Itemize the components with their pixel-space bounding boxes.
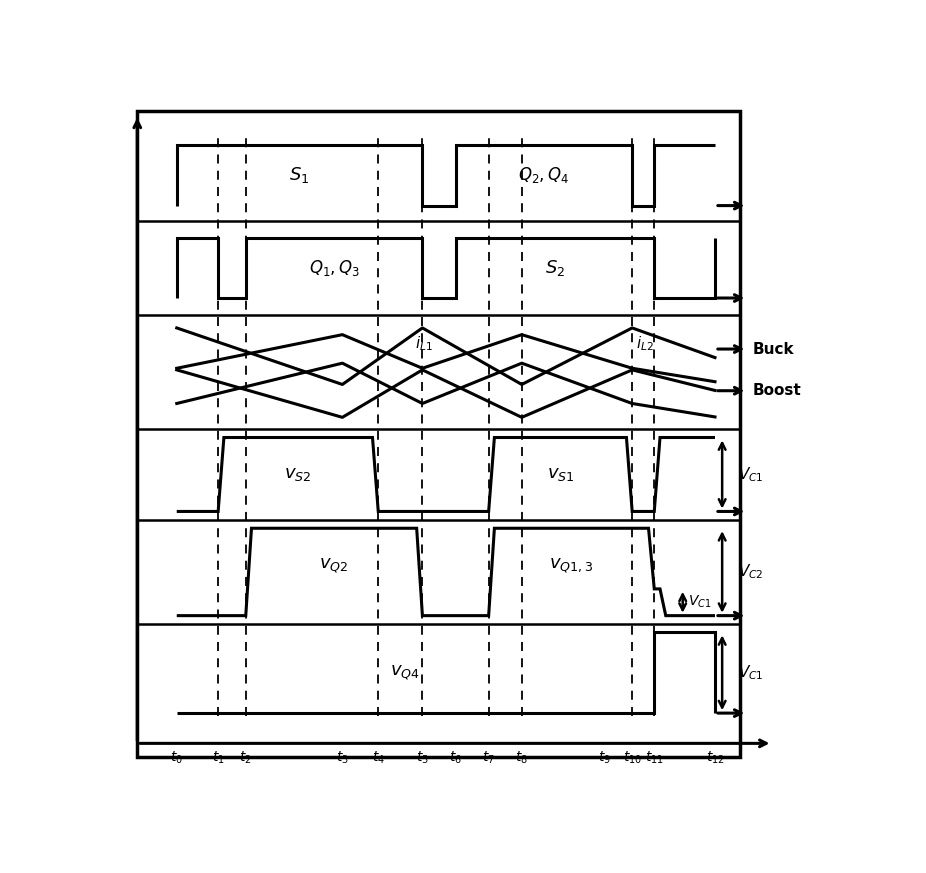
Text: $t_6$: $t_6$ [449,750,462,766]
Text: $t_9$: $t_9$ [598,750,611,766]
Bar [137,112,740,757]
Text: $t_{12}$: $t_{12}$ [706,750,724,766]
Text: $t_5$: $t_5$ [416,750,429,766]
Text: $i_{L2}$: $i_{L2}$ [636,334,654,354]
Text: Boost: Boost [753,383,802,398]
Text: $S_2$: $S_2$ [544,258,565,278]
Text: $Q_1, Q_3$: $Q_1, Q_3$ [308,258,359,278]
Text: $i_{L1}$: $i_{L1}$ [415,334,433,354]
Text: $t_0$: $t_0$ [170,750,183,766]
Text: Buck: Buck [753,341,795,356]
Text: $t_3$: $t_3$ [336,750,349,766]
Text: $t_{11}$: $t_{11}$ [644,750,664,766]
Text: $v_{Q2}$: $v_{Q2}$ [319,556,349,574]
Text: $v_{S1}$: $v_{S1}$ [546,465,574,484]
Text: $V_{C1}$: $V_{C1}$ [738,465,764,484]
Text: $Q_2, Q_4$: $Q_2, Q_4$ [519,165,569,185]
Text: $t_8$: $t_8$ [515,750,528,766]
Text: $V_{C2}$: $V_{C2}$ [738,562,764,581]
Text: $t_4$: $t_4$ [371,750,384,766]
Text: $V_{C1}$: $V_{C1}$ [688,594,712,610]
Text: $t_7$: $t_7$ [482,750,495,766]
Text: $V_{C1}$: $V_{C1}$ [738,663,764,682]
Text: $v_{S2}$: $v_{S2}$ [284,465,312,484]
Text: $S_1$: $S_1$ [290,165,309,185]
Text: $v_{Q1,3}$: $v_{Q1,3}$ [549,556,594,574]
Text: $t_2$: $t_2$ [240,750,252,766]
Text: $v_{Q4}$: $v_{Q4}$ [390,663,419,682]
Text: $t_{10}$: $t_{10}$ [622,750,642,766]
Text: $t_1$: $t_1$ [212,750,224,766]
